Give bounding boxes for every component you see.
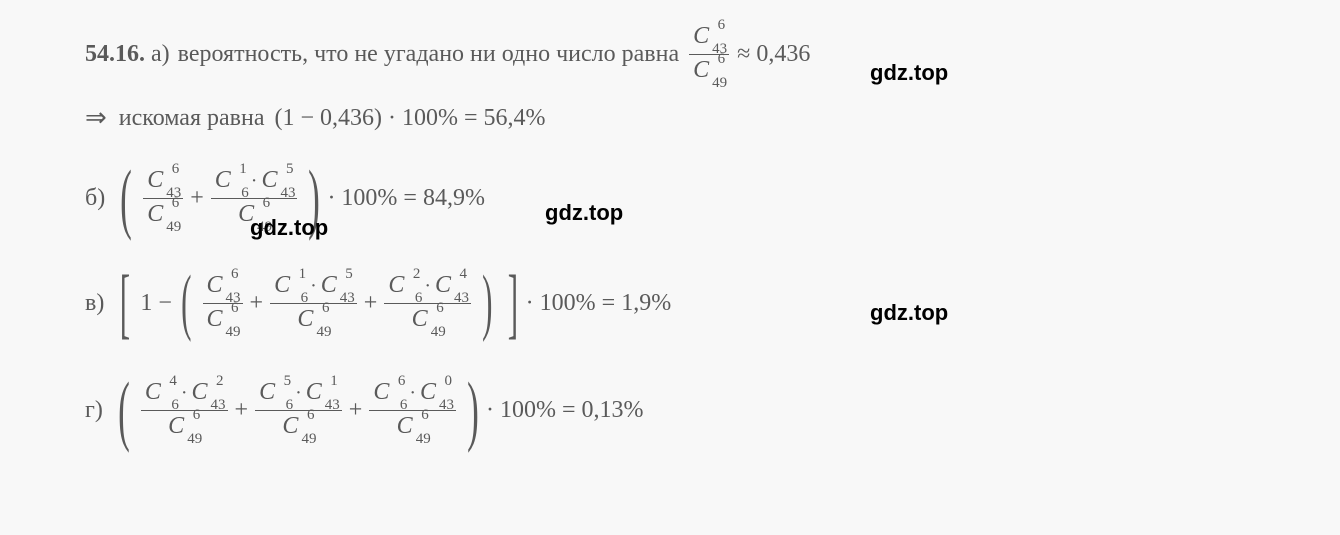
- line-implies: ⇒ искомая равна (1 − 0,436) · 100% = 56,…: [85, 98, 1340, 138]
- line-b-term1: C643 C649: [143, 167, 183, 230]
- lparen: (: [120, 167, 132, 229]
- line-c-term1: C643 C649: [203, 272, 243, 335]
- line-d-tail: · 100% = 0,13%: [486, 397, 644, 424]
- part-a-label: а): [151, 41, 170, 68]
- line-a-text: вероятность, что не угадано ни одно числ…: [178, 41, 679, 68]
- line-d: г) ( C46 · C243 C649 + C56 · C143 C649 +…: [85, 363, 1340, 458]
- line-a-approx: ≈ 0,436: [737, 41, 810, 68]
- lparen-inner: (: [181, 273, 191, 332]
- line-b-tail: · 100% = 84,9%: [327, 185, 485, 212]
- line-a: 54.16. а) вероятность, что не угадано ни…: [85, 18, 1340, 90]
- watermark: gdz.top: [545, 200, 623, 226]
- part-c-label: в): [85, 290, 104, 317]
- line-c-lead: 1 −: [140, 290, 172, 317]
- line-a-fraction: C643 C649: [689, 23, 729, 86]
- rparen-d: ): [467, 379, 479, 441]
- lbracket: [: [120, 272, 130, 334]
- line-d-term1: C46 · C243 C649: [141, 379, 228, 442]
- line-d-term3: C66 · C043 C649: [369, 379, 456, 442]
- implies-expr: (1 − 0,436) · 100% = 56,4%: [274, 105, 545, 132]
- line-c-term2: C16 · C543 C649: [270, 272, 357, 335]
- rbracket: ]: [507, 272, 517, 334]
- watermark: gdz.top: [870, 300, 948, 326]
- implies-arrow: ⇒: [85, 103, 107, 133]
- problem-number: 54.16.: [85, 41, 145, 68]
- line-c-term3: C26 · C443 C649: [384, 272, 471, 335]
- line-c: в) [ 1 − ( C643 C649 + C16 · C543 C649 +…: [85, 253, 1340, 353]
- plus: +: [190, 185, 204, 212]
- solution-content: 54.16. а) вероятность, что не угадано ни…: [0, 0, 1340, 458]
- part-b-label: б): [85, 185, 105, 212]
- watermark: gdz.top: [870, 60, 948, 86]
- implies-text: искомая равна: [119, 105, 265, 132]
- part-d-label: г): [85, 397, 103, 424]
- rparen-inner: ): [482, 273, 492, 332]
- line-c-tail: · 100% = 1,9%: [526, 290, 672, 317]
- line-d-term2: C56 · C143 C649: [255, 379, 342, 442]
- lparen-d: (: [118, 379, 130, 441]
- watermark: gdz.top: [250, 215, 328, 241]
